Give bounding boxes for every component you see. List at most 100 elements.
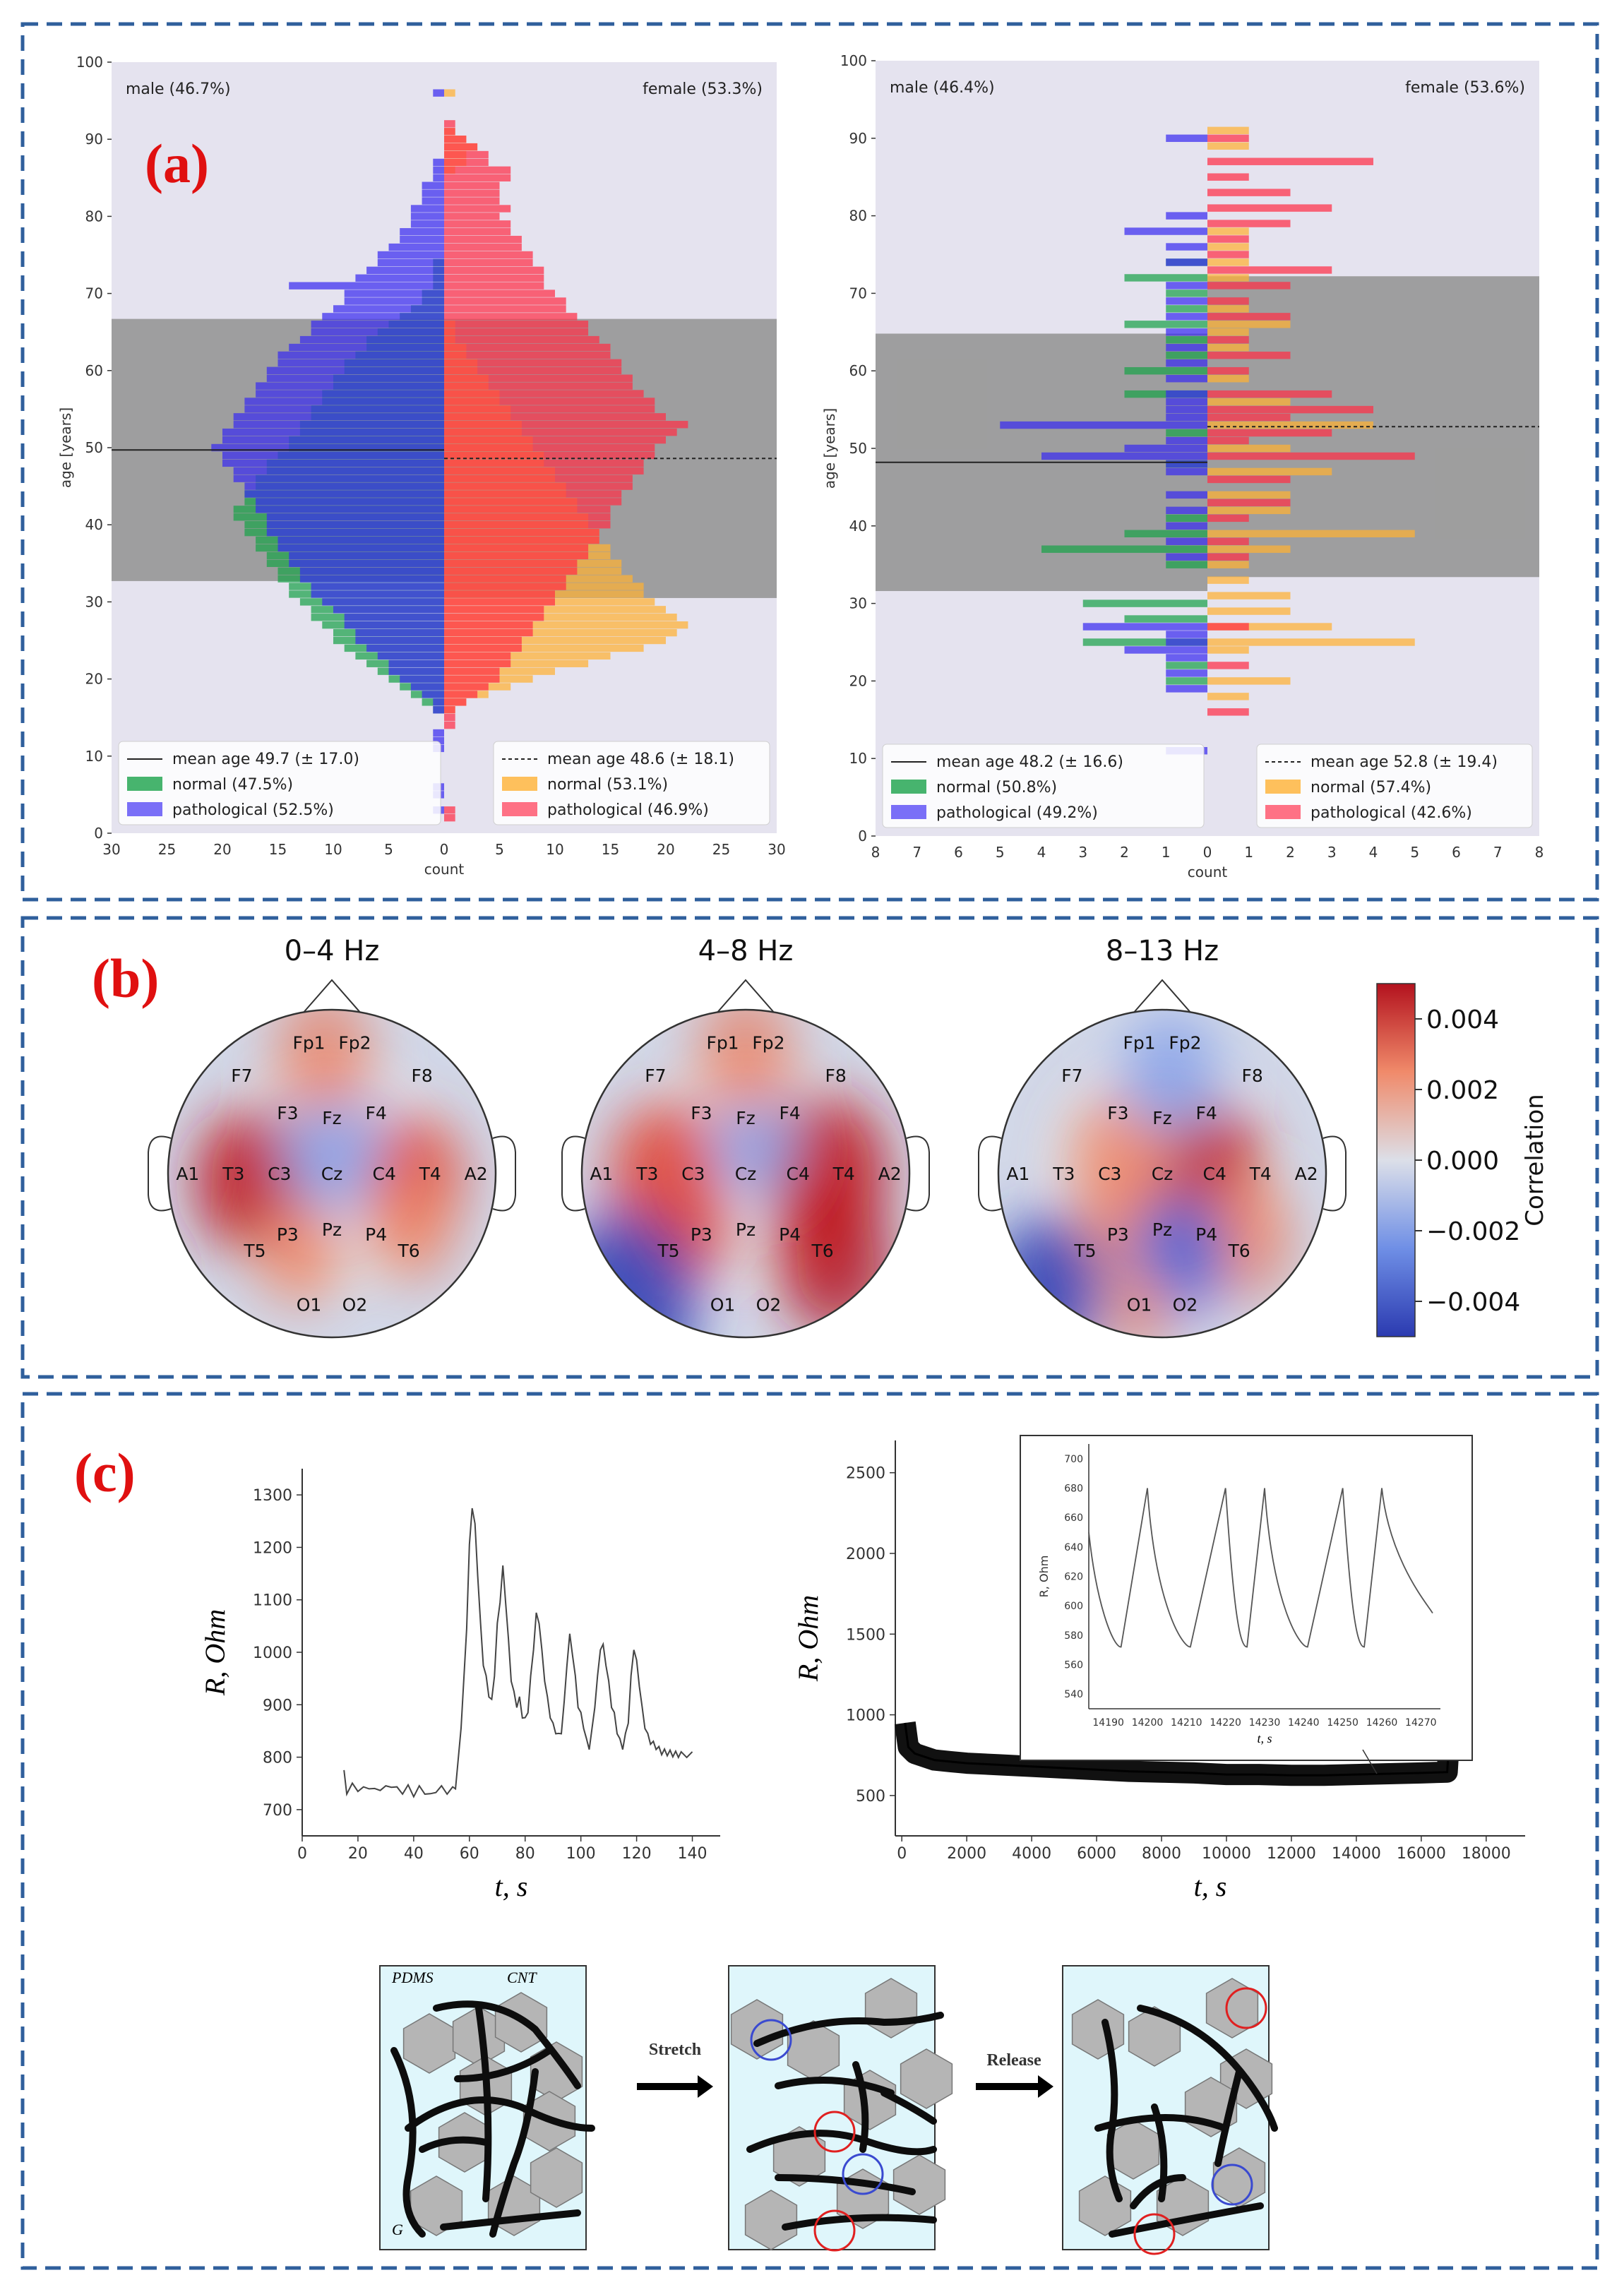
panel-label-a: (a) <box>145 133 209 194</box>
female-pathological-bar <box>1207 266 1332 274</box>
x-tick-label-right: 25 <box>712 841 730 858</box>
legend-text: mean age 48.6 (± 18.1) <box>547 751 734 768</box>
male-pathological-bar <box>256 382 444 390</box>
female-pathological-bar <box>1207 708 1249 716</box>
stretch-label: Stretch <box>649 2041 701 2059</box>
carbon-nanotube <box>1214 2068 1243 2167</box>
female-pathological-bar <box>1207 173 1249 181</box>
x-tick-label-left: 20 <box>213 841 231 858</box>
y-tick-label: 1000 <box>253 1645 292 1662</box>
male-pathological-bar <box>322 598 444 606</box>
x-tick-label-right: 5 <box>1410 844 1419 861</box>
head-fill <box>168 1010 496 1337</box>
inset-y-tick-label: 540 <box>1064 1689 1083 1700</box>
male-pathological-bar <box>422 181 444 189</box>
female-pathological-bar <box>444 621 533 629</box>
electrode-label: F7 <box>231 1066 252 1086</box>
inset-x-tick-label: 14200 <box>1132 1717 1164 1729</box>
male-normal-bar <box>1166 290 1207 297</box>
male-pathological-bar <box>433 736 444 745</box>
electrode-label: Fz <box>322 1108 342 1128</box>
male-pathological-bar <box>266 521 444 529</box>
female-pathological-bar <box>444 297 566 305</box>
electrode-label: P3 <box>1107 1224 1129 1245</box>
legend-box-right <box>493 741 770 825</box>
male-pathological-bar <box>289 551 444 560</box>
inset-y-tick-label: 660 <box>1064 1512 1083 1524</box>
release-arrow-head <box>1038 2075 1053 2098</box>
male-pathological-bar <box>433 706 444 714</box>
graphene-flake <box>410 2175 463 2236</box>
female-pathological-bar <box>1207 499 1291 507</box>
female-pathological-bar <box>444 258 533 267</box>
x-tick-label: 0 <box>897 1845 907 1863</box>
male-pathological-bar <box>1166 243 1207 251</box>
female-pathological-bar <box>444 266 544 275</box>
inset-x-tick-label: 14190 <box>1092 1717 1124 1729</box>
female-pathological-bar <box>444 243 522 251</box>
electrode-label: F7 <box>645 1066 666 1086</box>
male-pathological-bar <box>1166 344 1207 352</box>
electrode-label: T4 <box>1249 1164 1272 1184</box>
female-pathological-bar <box>1207 537 1249 545</box>
male-pathological-bar <box>410 213 444 220</box>
inset-y-tick-label: 700 <box>1064 1454 1083 1465</box>
male-pathological-bar <box>256 390 444 398</box>
female-normal-bar <box>444 628 677 637</box>
inset-x-tick-label: 14260 <box>1366 1717 1398 1729</box>
x-tick-label-left: 4 <box>1037 844 1046 861</box>
male-normal-bar <box>1124 615 1207 623</box>
electrode-label: Cz <box>321 1164 343 1184</box>
female-normal-bar <box>444 89 455 97</box>
carbon-nanotube <box>440 2209 581 2231</box>
male-label: male (46.4%) <box>890 79 995 97</box>
male-pathological-bar <box>433 698 444 706</box>
female-pathological-bar <box>444 413 666 421</box>
electrode-label: O1 <box>297 1295 322 1315</box>
female-normal-bar <box>1207 491 1291 499</box>
y-axis-label: age [years] <box>821 408 838 489</box>
x-tick-label: 6000 <box>1077 1845 1116 1863</box>
male-pathological-bar <box>1166 390 1207 398</box>
x-tick-label-right: 30 <box>768 841 785 858</box>
male-pathological-bar <box>1041 452 1207 460</box>
y-tick-label: 0 <box>858 828 867 844</box>
female-pathological-bar <box>1207 336 1249 344</box>
legend-text: normal (50.8%) <box>936 779 1057 796</box>
electrode-label: Fz <box>736 1108 756 1128</box>
nose <box>715 979 776 1015</box>
colorbar-tick-label: 0.000 <box>1426 1147 1499 1176</box>
female-pathological-bar <box>444 513 611 521</box>
male-normal-bar <box>1124 366 1207 375</box>
electrode-label: C3 <box>268 1164 291 1184</box>
x-tick-label-left: 5 <box>996 844 1005 861</box>
male-pathological-bar <box>433 89 444 97</box>
female-normal-bar <box>1207 243 1249 251</box>
contact-circle <box>1133 2213 1176 2255</box>
male-pathological-bar <box>344 297 444 305</box>
x-axis-label: t, s <box>1194 1870 1227 1902</box>
x-tick-label-right: 3 <box>1327 844 1337 861</box>
carbon-nanotube <box>489 2068 539 2238</box>
carbon-nanotube <box>1130 2174 1186 2209</box>
electrode-label: F7 <box>1061 1066 1082 1086</box>
female-pathological-bar <box>444 421 688 429</box>
head-outline <box>580 1008 911 1339</box>
y-tick-label: 900 <box>263 1697 292 1714</box>
x-tick-label-left: 30 <box>102 841 120 858</box>
electrode-label: O1 <box>710 1295 736 1315</box>
g-label: G <box>392 2221 403 2238</box>
female-label: female (53.6%) <box>1405 79 1525 97</box>
x-tick-label-left: 7 <box>912 844 921 861</box>
x-tick-label-left: 15 <box>269 841 287 858</box>
y-tick-label: 40 <box>849 518 867 535</box>
female-pathological-bar <box>1207 662 1249 669</box>
inset-x-label: t, s <box>1257 1731 1272 1745</box>
x-tick-label-left: 0 <box>440 841 449 858</box>
female-pathological-bar <box>444 691 478 698</box>
female-pathological-bar <box>444 274 544 282</box>
male-pathological-bar <box>1166 467 1207 476</box>
female-pathological-bar <box>444 120 455 128</box>
female-pathological-bar <box>444 498 622 506</box>
carbon-nanotube <box>405 2096 595 2132</box>
